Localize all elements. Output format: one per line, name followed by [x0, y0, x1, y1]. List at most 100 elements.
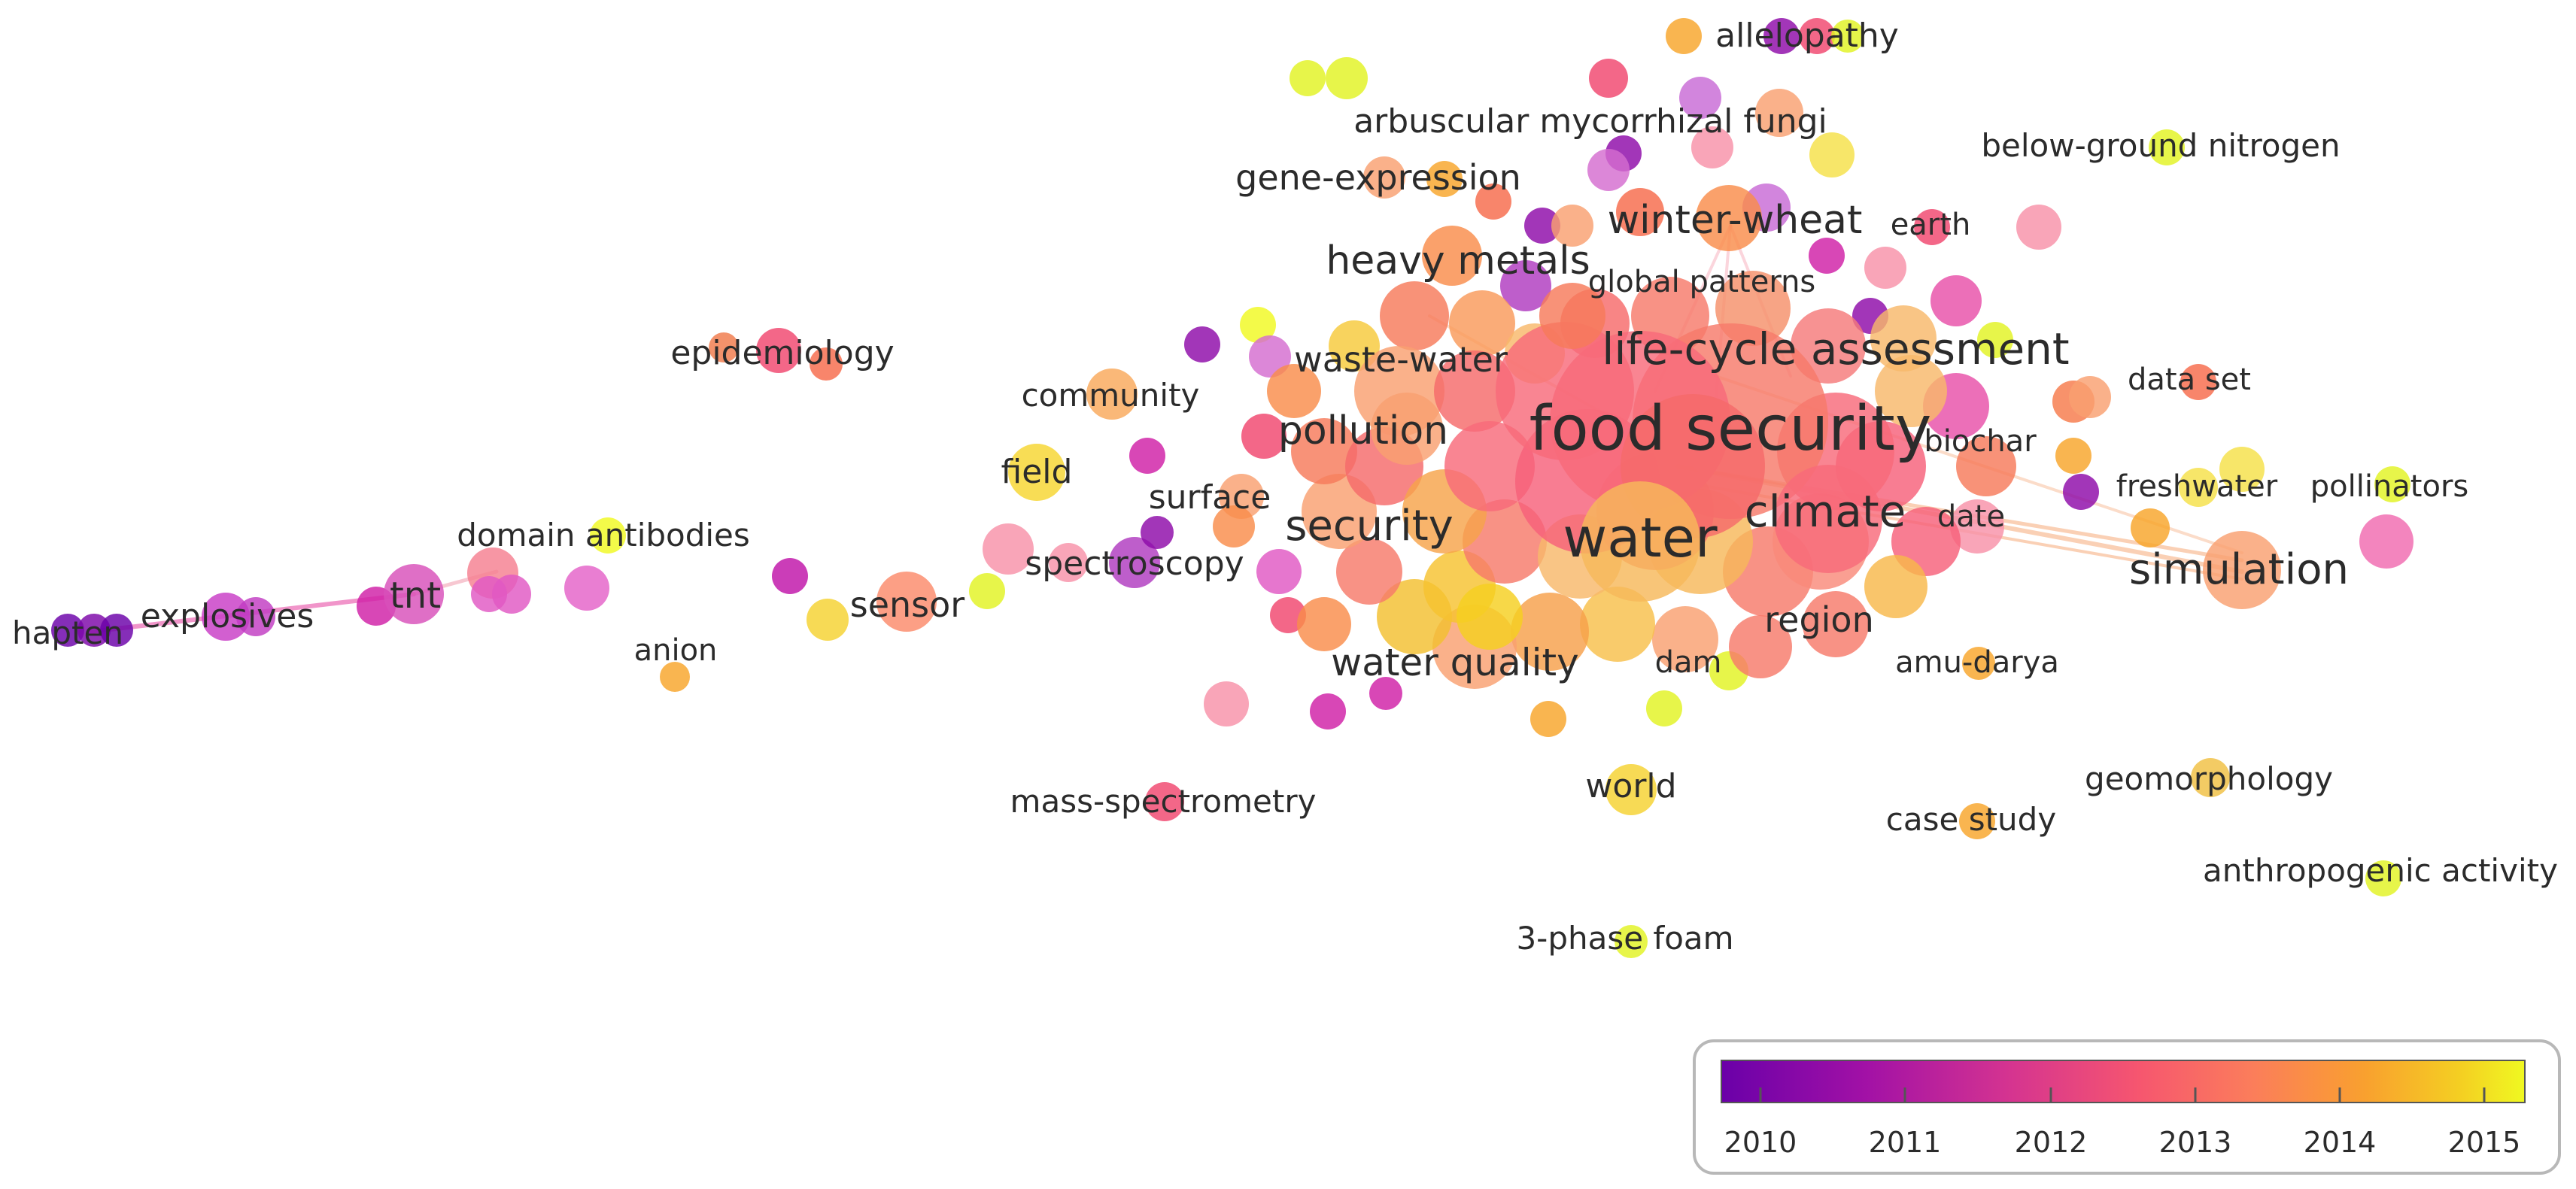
node-label[interactable]: epidemiology [670, 334, 894, 372]
network-node[interactable] [1551, 205, 1593, 247]
node-label[interactable]: domain antibodies [457, 517, 750, 554]
node-label[interactable]: allelopathy [1715, 17, 1899, 55]
network-node[interactable] [2069, 376, 2111, 418]
network-node[interactable] [100, 614, 133, 647]
network-node[interactable] [660, 662, 690, 692]
node-label[interactable]: tnt [390, 575, 441, 617]
network-node[interactable] [2016, 205, 2061, 250]
network-node[interactable] [2365, 860, 2401, 896]
network-node[interactable] [1616, 188, 1664, 236]
node-label[interactable]: below-ground nitrogen [1981, 127, 2340, 164]
network-node[interactable] [590, 517, 626, 554]
network-node[interactable] [1605, 764, 1657, 815]
network-node[interactable] [1763, 18, 1800, 54]
network-node[interactable] [1803, 591, 1869, 657]
node-label[interactable]: explosives [141, 597, 314, 635]
network-node[interactable] [564, 566, 609, 611]
network-node[interactable] [1959, 803, 1995, 839]
network-node[interactable] [1530, 701, 1566, 737]
node-label[interactable]: waste-water [1294, 339, 1508, 380]
network-node[interactable] [1864, 247, 1906, 289]
network-node[interactable] [1930, 275, 1982, 326]
network-node[interactable] [1256, 549, 1302, 594]
network-node[interactable] [1580, 587, 1655, 662]
node-label[interactable]: case study [1886, 801, 2056, 838]
node-label[interactable]: community [1022, 377, 1200, 414]
network-node[interactable] [2055, 438, 2091, 474]
network-node[interactable] [1977, 322, 2013, 358]
node-label[interactable]: geomorphology [2085, 760, 2333, 797]
network-node[interactable] [1587, 149, 1630, 191]
node-label[interactable]: region [1764, 599, 1873, 640]
node-label[interactable]: global patterns [1588, 265, 1816, 299]
network-node[interactable] [1956, 436, 2016, 496]
network-node[interactable] [1914, 209, 1950, 245]
network-node[interactable] [2359, 514, 2413, 569]
network-node[interactable] [1086, 369, 1138, 420]
network-node[interactable] [1729, 615, 1792, 678]
node-label[interactable]: water quality [1331, 641, 1578, 684]
network-node[interactable] [1950, 499, 2004, 554]
network-node[interactable] [1291, 418, 1357, 484]
network-node[interactable] [1679, 77, 1721, 119]
network-node[interactable] [1204, 681, 1249, 726]
network-node[interactable] [1109, 537, 1160, 588]
node-label[interactable]: anion [634, 633, 718, 668]
network-node[interactable] [1145, 782, 1184, 821]
network-node[interactable] [1371, 393, 1443, 465]
network-node[interactable] [471, 576, 507, 612]
node-label[interactable]: simulation [2129, 545, 2349, 594]
network-node[interactable] [1580, 481, 1700, 602]
network-node[interactable] [2374, 466, 2410, 502]
network-node[interactable] [1329, 320, 1380, 372]
node-label[interactable]: climate [1745, 486, 1906, 537]
network-node[interactable] [1589, 59, 1628, 98]
network-node[interactable] [1666, 18, 1702, 54]
node-label[interactable]: data set [2128, 362, 2251, 397]
network-node[interactable] [1297, 597, 1351, 651]
network-node[interactable] [1249, 335, 1291, 378]
network-node[interactable] [1049, 543, 1088, 582]
network-node[interactable] [709, 332, 739, 362]
network-node[interactable] [1363, 156, 1405, 199]
network-node[interactable] [1184, 326, 1220, 362]
network-node[interactable] [1864, 555, 1927, 618]
node-label[interactable]: sensor [850, 584, 965, 625]
node-label[interactable]: heavy metals [1326, 238, 1590, 284]
network-node[interactable] [1290, 60, 1326, 96]
network-node[interactable] [1444, 421, 1535, 511]
node-label[interactable]: pollinators [2310, 469, 2469, 504]
network-node[interactable] [1809, 132, 1855, 177]
network-node[interactable] [1539, 283, 1605, 349]
network-node[interactable] [876, 572, 937, 632]
network-node[interactable] [1129, 438, 1165, 474]
network-node[interactable] [1962, 647, 1995, 680]
network-node[interactable] [1652, 606, 1718, 672]
network-node[interactable] [1774, 465, 1882, 573]
network-node[interactable] [1809, 238, 1845, 274]
node-label[interactable]: spectroscopy [1025, 544, 1244, 583]
node-label[interactable]: winter-wheat [1608, 198, 1863, 243]
network-node[interactable] [1646, 690, 1682, 726]
node-label[interactable]: gene-expression [1235, 157, 1521, 198]
node-label[interactable]: water [1563, 506, 1718, 569]
node-label[interactable]: food security [1530, 393, 1932, 465]
network-node[interactable] [2180, 364, 2216, 400]
network-node[interactable] [1380, 281, 1449, 350]
network-node[interactable] [1755, 89, 1803, 137]
network-node[interactable] [772, 558, 808, 594]
network-node[interactable] [1240, 307, 1276, 343]
network-node[interactable] [236, 597, 275, 636]
network-node[interactable] [1475, 184, 1511, 220]
network-node[interactable] [1008, 444, 1065, 501]
node-label[interactable]: freshwater [2116, 469, 2278, 504]
network-node[interactable] [2219, 447, 2265, 492]
network-node[interactable] [1524, 208, 1560, 244]
node-label[interactable]: earth [1891, 208, 1971, 242]
network-node[interactable] [2191, 758, 2230, 797]
network-node[interactable] [384, 564, 444, 624]
network-node[interactable] [1141, 516, 1174, 549]
node-label[interactable]: arbuscular mycorrhizal fungi [1353, 102, 1827, 141]
node-label[interactable]: amu-darya [1895, 645, 2059, 680]
node-label[interactable]: biochar [1924, 424, 2037, 459]
